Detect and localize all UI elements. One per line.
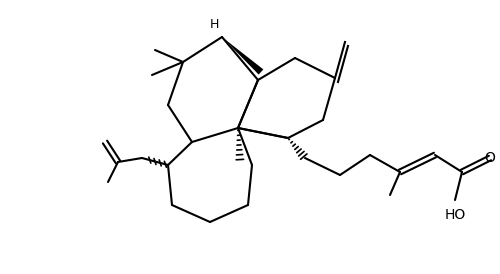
Polygon shape (222, 37, 264, 75)
Text: H: H (210, 19, 218, 32)
Text: O: O (484, 151, 496, 165)
Text: HO: HO (444, 208, 466, 222)
